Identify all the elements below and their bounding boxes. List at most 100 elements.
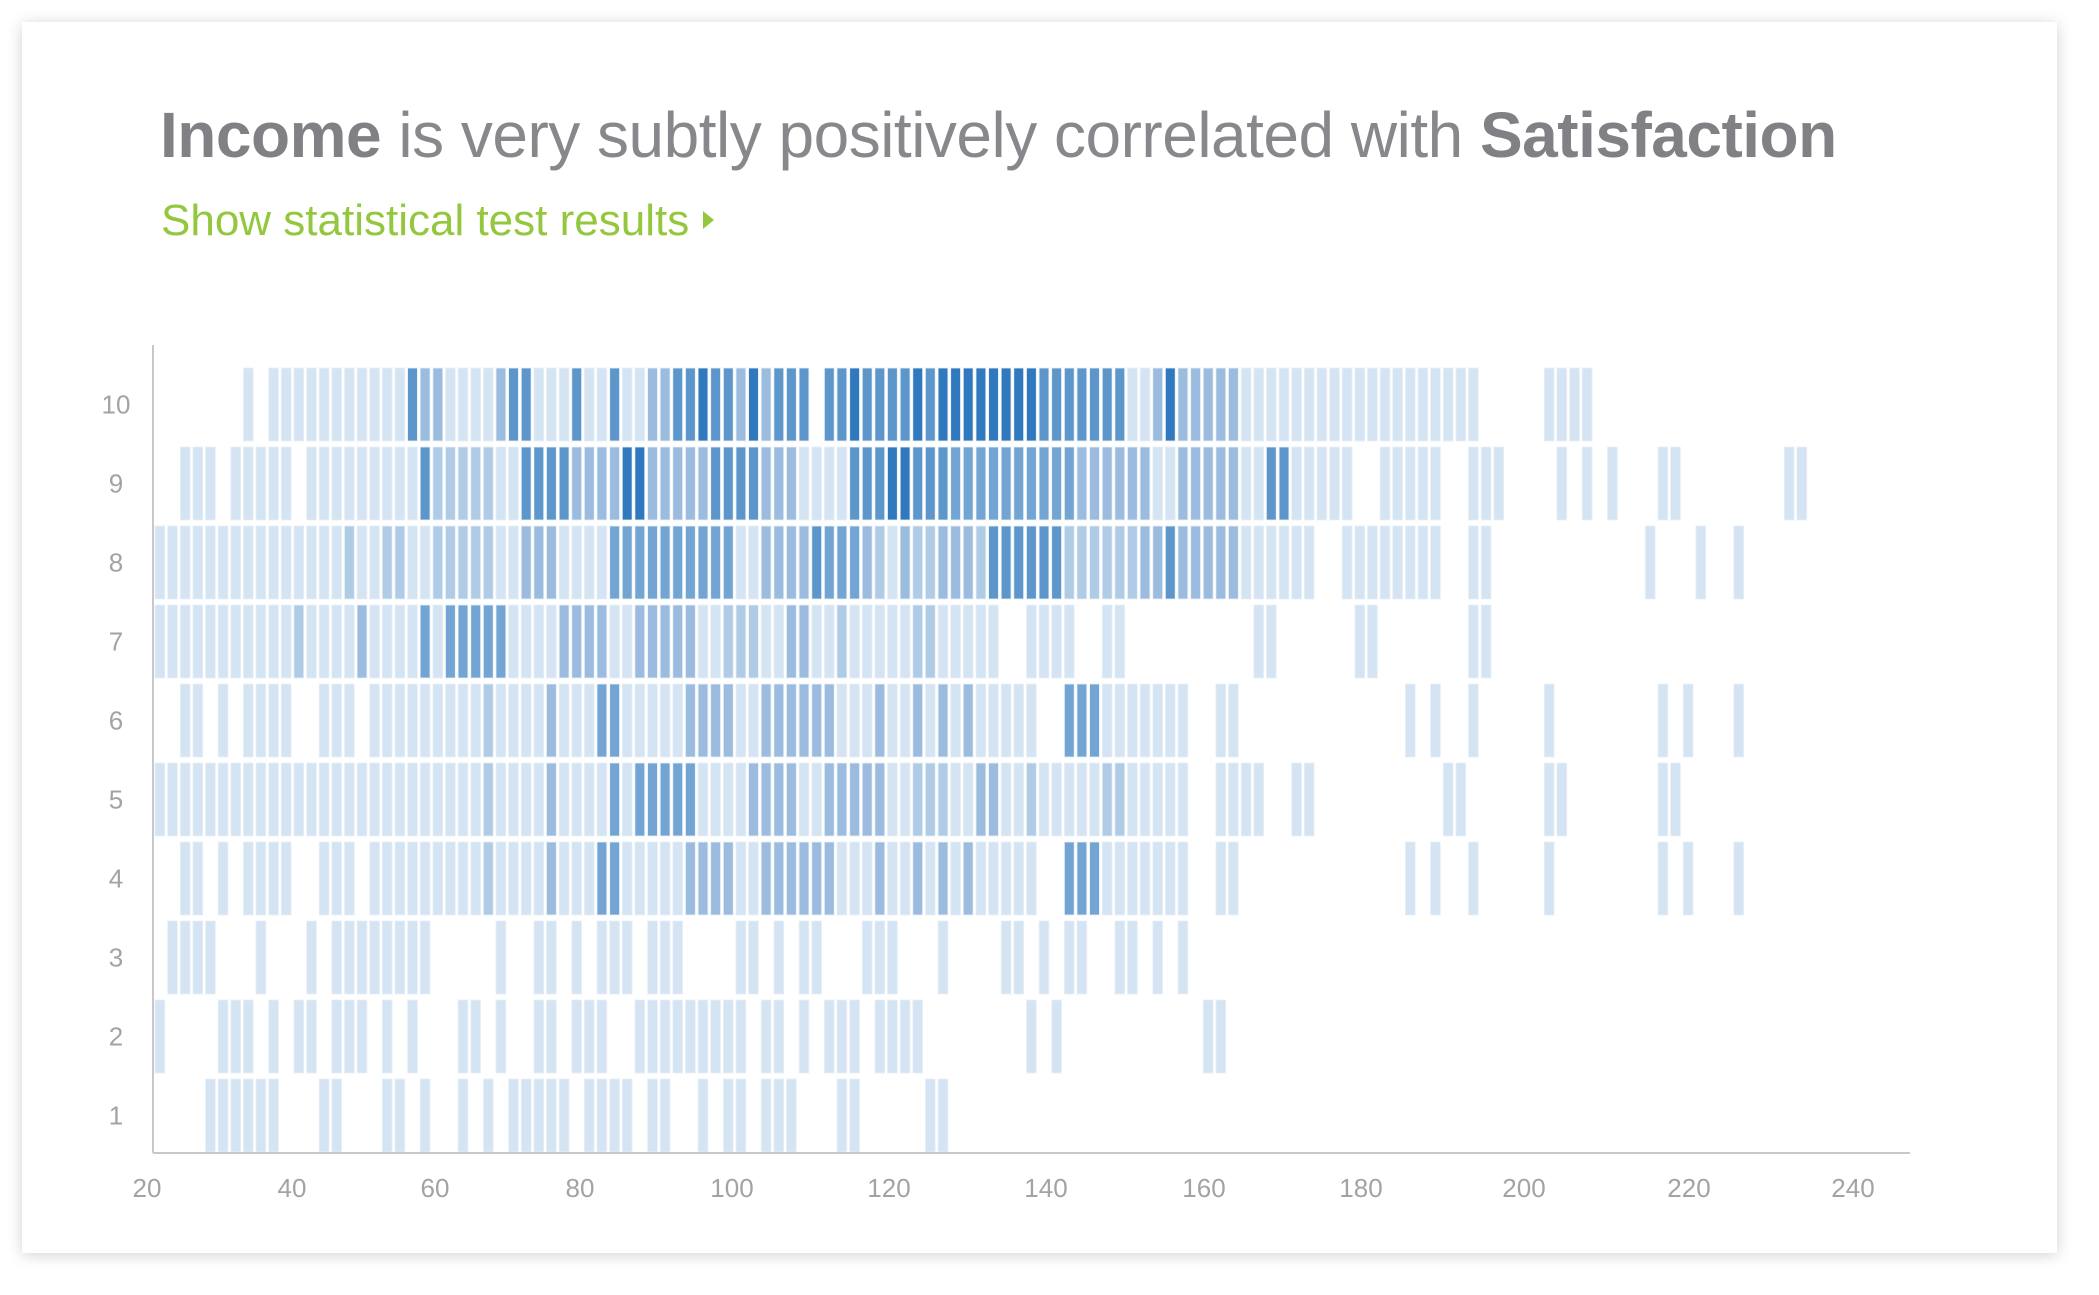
heatmap-cell <box>1442 367 1454 442</box>
heatmap-cell <box>773 841 785 916</box>
heatmap-cell <box>1405 525 1416 600</box>
heatmap-cell <box>697 367 709 442</box>
heatmap-cell <box>546 446 557 521</box>
heatmap-cell <box>962 525 974 600</box>
heatmap-cell <box>457 604 469 679</box>
heatmap-cell <box>861 367 873 442</box>
heatmap-cell <box>1303 367 1315 442</box>
heatmap-cell <box>470 762 481 837</box>
x-tick-label: 160 <box>1182 1173 1225 1203</box>
heatmap-cell <box>672 999 683 1074</box>
heatmap-cell <box>685 446 696 521</box>
heatmap-cell <box>419 1078 431 1153</box>
show-test-results-link[interactable]: Show statistical test results <box>161 196 715 246</box>
heatmap-cell <box>609 683 620 758</box>
heatmap-cell <box>280 367 292 442</box>
heatmap-cell <box>369 604 380 679</box>
heatmap-cell <box>533 446 545 521</box>
heatmap-cell <box>773 525 785 600</box>
heatmap-cell <box>495 446 507 521</box>
heatmap-cell <box>824 604 835 679</box>
heatmap-cell <box>634 762 646 837</box>
heatmap-cell <box>280 446 292 521</box>
heatmap-cell <box>634 525 646 600</box>
heatmap-cell <box>280 841 292 916</box>
heatmap-cell <box>1379 367 1391 442</box>
heatmap-cell <box>331 841 342 916</box>
heatmap-cell <box>988 683 999 758</box>
heatmap-cell <box>584 841 595 916</box>
heatmap-cell <box>407 604 418 679</box>
heatmap-cell <box>621 525 633 600</box>
heatmap-cell <box>874 604 886 679</box>
heatmap-cell <box>217 1078 229 1153</box>
heatmap-cell <box>508 367 519 442</box>
heatmap-cell <box>356 762 368 837</box>
heatmap-cell <box>887 841 898 916</box>
heatmap-cell <box>1202 525 1214 600</box>
heatmap-cell <box>318 683 330 758</box>
heatmap-cell <box>533 999 545 1074</box>
heatmap-cell <box>306 762 317 837</box>
heatmap-cell <box>217 683 229 758</box>
heatmap-cell <box>407 920 418 995</box>
heatmap-cell <box>836 999 848 1074</box>
heatmap-cell <box>331 683 342 758</box>
heatmap-cell <box>1114 446 1126 521</box>
heatmap-cell <box>571 999 582 1074</box>
heatmap-cell <box>381 1078 393 1153</box>
heatmap-cell <box>306 920 317 995</box>
heatmap-cell <box>571 683 582 758</box>
heatmap-cell <box>786 683 797 758</box>
heatmap-cell <box>1026 446 1037 521</box>
heatmap-cell <box>836 604 848 679</box>
heatmap-cell <box>1240 525 1252 600</box>
heatmap-cell <box>179 446 191 521</box>
heatmap-cell <box>1430 446 1441 521</box>
heatmap-cell <box>748 604 759 679</box>
heatmap-cell <box>887 683 898 758</box>
heatmap-cell <box>495 525 507 600</box>
heatmap-cell <box>1064 920 1075 995</box>
heatmap-cell <box>1240 762 1252 837</box>
heatmap-cell <box>1341 525 1353 600</box>
heatmap-cell <box>710 841 721 916</box>
heatmap-cell <box>1405 841 1416 916</box>
heatmap-cell <box>381 920 393 995</box>
heatmap-cell <box>760 525 772 600</box>
heatmap-cell <box>533 525 545 600</box>
heatmap-cell <box>937 367 949 442</box>
heatmap-cell <box>457 762 469 837</box>
heatmap-cell <box>179 920 191 995</box>
heatmap-cell <box>596 841 608 916</box>
heatmap-cell <box>1026 762 1037 837</box>
heatmap-cell <box>874 446 886 521</box>
heatmap-cell <box>381 683 393 758</box>
heatmap-cell <box>1644 525 1656 600</box>
x-tick-label: 220 <box>1667 1173 1710 1203</box>
heatmap-cell <box>381 525 393 600</box>
heatmap-cell <box>887 367 898 442</box>
heatmap-cell <box>1480 604 1492 679</box>
heatmap-cell <box>344 841 355 916</box>
heatmap-cell <box>697 1078 709 1153</box>
heatmap-cell <box>824 999 835 1074</box>
heatmap-cell <box>533 683 545 758</box>
heatmap-cell <box>1202 999 1214 1074</box>
heatmap-cell <box>1127 525 1138 600</box>
heatmap-cell <box>242 525 254 600</box>
heatmap-cell <box>584 446 595 521</box>
heatmap-cell <box>723 762 734 837</box>
heatmap-cell <box>482 367 494 442</box>
heatmap-cell <box>621 683 633 758</box>
heatmap-cell <box>230 1078 242 1153</box>
heatmap-cell <box>1405 683 1416 758</box>
heatmap-cell <box>407 367 418 442</box>
heatmap-cell <box>735 920 747 995</box>
heatmap-cell <box>1266 367 1277 442</box>
heatmap-cell <box>1695 525 1707 600</box>
heatmap-cell <box>1190 367 1201 442</box>
heatmap-cell <box>1038 367 1050 442</box>
heatmap-cell <box>495 999 507 1074</box>
heatmap-cell <box>205 762 216 837</box>
